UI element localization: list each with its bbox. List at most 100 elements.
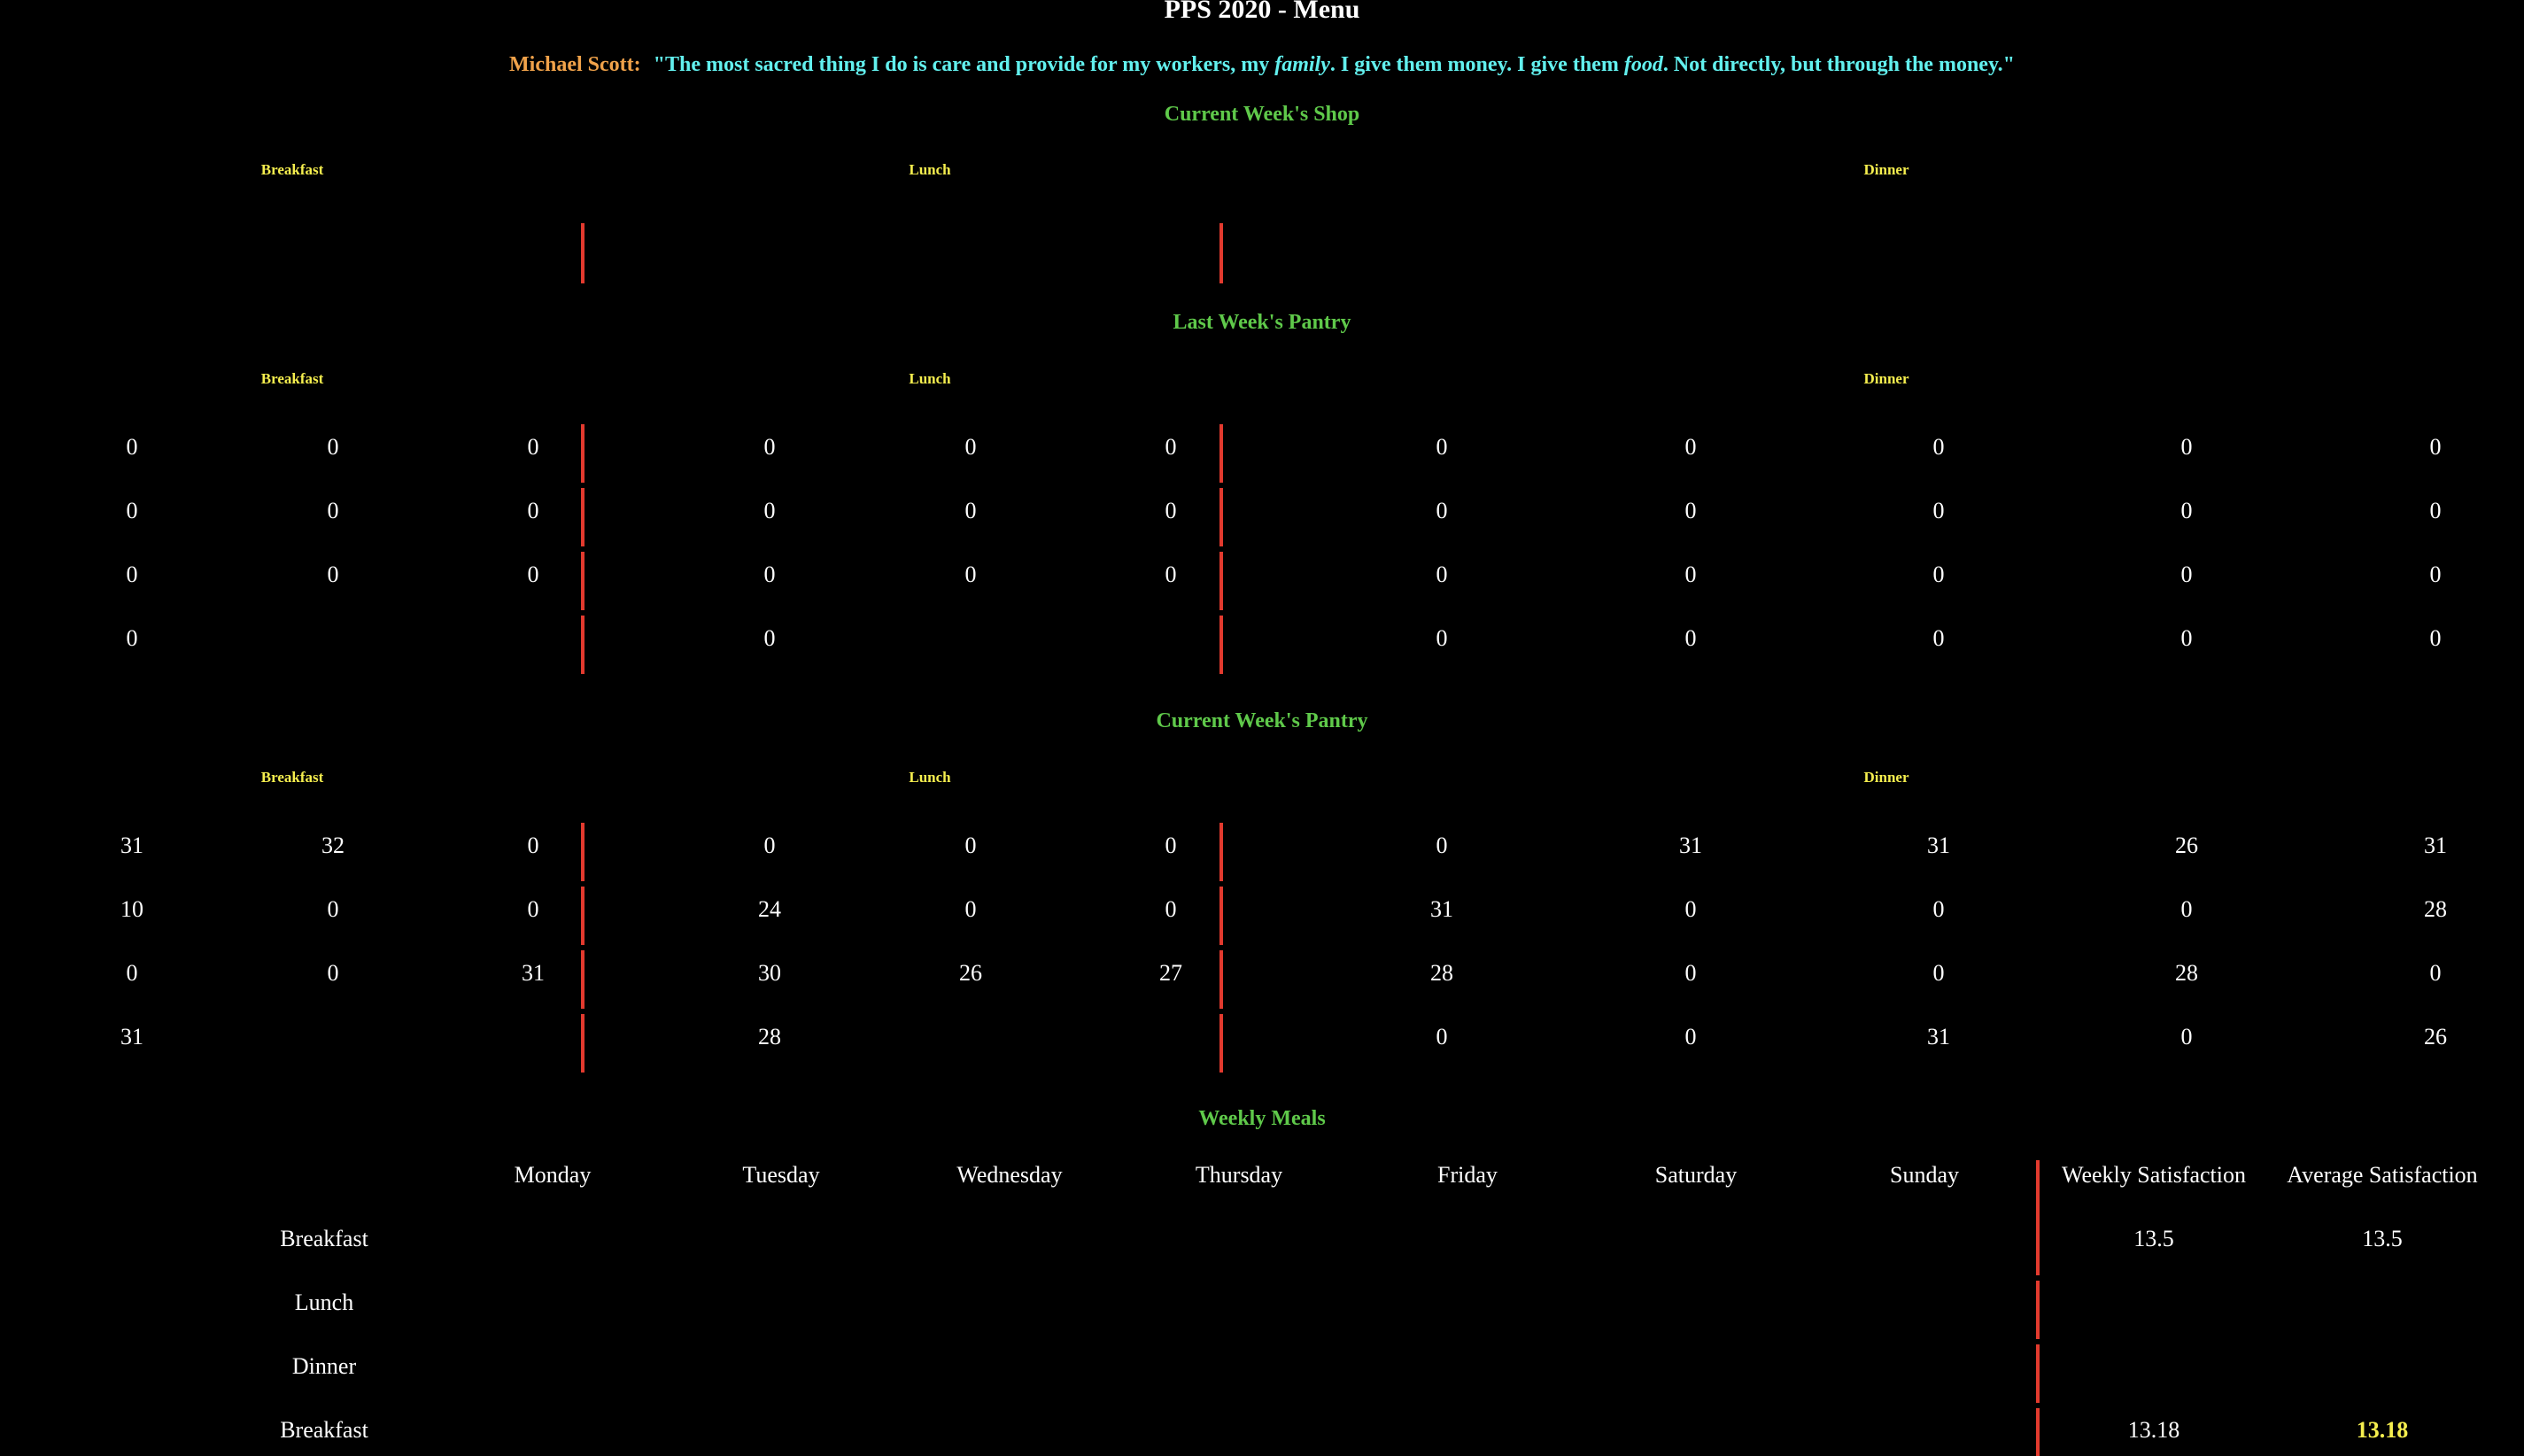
last_pantry-dinner-cell: 0 [1932,625,1945,651]
weekly-meals-divider [2036,1344,2040,1403]
current_pantry-divider [1219,887,1223,945]
day-header: Saturday [1654,1162,1738,1188]
weekly-satisfaction-value: 13.5 [2133,1226,2174,1251]
page-title: PPS 2020 - Menu [1164,0,1360,24]
current-shop-dinner-label: Dinner [1863,161,1909,178]
current_pantry-lunch-cell: 0 [964,896,977,922]
last-pantry-breakfast-label: Breakfast [260,370,324,387]
last_pantry-lunch-cell: 0 [964,498,977,523]
current_pantry-dinner-cell: 31 [1927,1024,1950,1049]
last-pantry-title: Last Week's Pantry [1173,311,1351,334]
day-header: Friday [1437,1162,1498,1188]
quote: Michael Scott: "The most sacred thing I d… [0,53,2524,77]
current_pantry-divider [581,1014,585,1073]
current_pantry-dinner-cell: 28 [1430,960,1453,986]
last_pantry-divider [1219,488,1223,546]
last-pantry-lunch-label: Lunch [909,370,951,387]
day-header: Thursday [1195,1162,1283,1188]
quote-text-part-1: "The most sacred thing I do is care and … [653,53,1275,76]
current_pantry-dinner-cell: 0 [2180,896,2193,922]
meal-row-label: Breakfast [280,1226,368,1251]
last_pantry-breakfast-cell: 0 [527,434,539,460]
current_pantry-lunch-cell: 30 [758,960,781,986]
current_pantry-lunch-cell: 0 [964,833,977,858]
current_pantry-dinner-cell: 0 [1436,1024,1448,1049]
meal-row-label: Lunch [294,1289,354,1315]
weekly-meals-divider [2036,1408,2040,1456]
current-shop-breakfast-label: Breakfast [260,161,324,178]
current_pantry-dinner-cell: 31 [1927,833,1950,858]
quote-text-part-3: . Not directly, but through the money." [1662,53,2015,76]
last_pantry-dinner-cell: 0 [1684,625,1697,651]
last_pantry-breakfast-cell: 0 [527,561,539,587]
current_pantry-dinner-cell: 0 [2180,1024,2193,1049]
last_pantry-divider [581,488,585,546]
quote-emphasis-family: family [1274,53,1330,76]
day-header: Tuesday [742,1162,820,1188]
weekly-meals-divider [2036,1160,2040,1219]
current_pantry-dinner-cell: 26 [2175,833,2198,858]
current_pantry-lunch-cell: 28 [758,1024,781,1049]
quote-author: Michael Scott: [509,53,641,76]
last_pantry-dinner-cell: 0 [1436,561,1448,587]
current_pantry-divider [1219,950,1223,1009]
last_pantry-breakfast-cell: 0 [126,498,138,523]
current_pantry-dinner-cell: 0 [1932,896,1945,922]
weekly-satisfaction-header: Weekly Satisfaction [2061,1162,2247,1188]
average-satisfaction-value: 13.18 [2356,1417,2409,1443]
current_pantry-breakfast-cell: 0 [327,896,339,922]
day-header: Wednesday [956,1162,1063,1188]
day-header: Sunday [1890,1162,1959,1188]
current_pantry-breakfast-cell: 31 [120,833,143,858]
current_pantry-divider [1219,1014,1223,1073]
last_pantry-dinner-cell: 0 [2180,625,2193,651]
last_pantry-dinner-cell: 0 [1932,434,1945,460]
last_pantry-breakfast-cell: 0 [527,498,539,523]
current_pantry-lunch-cell: 26 [959,960,982,986]
weekly-meals-divider [2036,1281,2040,1339]
last_pantry-dinner-cell: 0 [1684,561,1697,587]
last_pantry-dinner-cell: 0 [1932,498,1945,523]
current_pantry-dinner-cell: 26 [2424,1024,2447,1049]
last_pantry-dinner-cell: 0 [2429,498,2442,523]
current_pantry-breakfast-cell: 31 [120,1024,143,1049]
current_pantry-divider [581,887,585,945]
last-pantry-dinner-label: Dinner [1863,370,1909,387]
last_pantry-dinner-cell: 0 [2429,561,2442,587]
current_pantry-lunch-cell: 0 [1165,896,1177,922]
quote-text-part-2: . I give them money. I give them [1329,53,1624,76]
last_pantry-lunch-cell: 0 [763,434,776,460]
last_pantry-lunch-cell: 0 [964,434,977,460]
current_pantry-dinner-cell: 31 [1679,833,1702,858]
last_pantry-lunch-cell: 0 [763,561,776,587]
last_pantry-breakfast-cell: 0 [126,561,138,587]
quote-emphasis-food: food [1623,53,1663,76]
current-shop-divider-1 [581,223,585,283]
current_pantry-breakfast-cell: 0 [527,896,539,922]
last_pantry-lunch-cell: 0 [1165,498,1177,523]
current_pantry-dinner-cell: 0 [1932,960,1945,986]
current_pantry-dinner-cell: 31 [1430,896,1453,922]
current_pantry-lunch-cell: 24 [758,896,781,922]
current_pantry-lunch-cell: 0 [763,833,776,858]
weekly-satisfaction-value: 13.18 [2127,1417,2180,1443]
average-satisfaction-header: Average Satisfaction [2287,1162,2478,1188]
last_pantry-dinner-cell: 0 [2180,498,2193,523]
current_pantry-divider [581,950,585,1009]
current_pantry-dinner-cell: 28 [2424,896,2447,922]
current_pantry-divider [581,823,585,881]
current_pantry-divider [1219,823,1223,881]
current_pantry-dinner-cell: 0 [1436,833,1448,858]
last_pantry-dinner-cell: 0 [2180,434,2193,460]
current_pantry-dinner-cell: 0 [1684,1024,1697,1049]
last_pantry-dinner-cell: 0 [1684,498,1697,523]
quote-text: "The most sacred thing I do is care and … [654,53,2015,76]
current_pantry-dinner-cell: 0 [1684,960,1697,986]
current_pantry-dinner-cell: 0 [1684,896,1697,922]
last_pantry-lunch-cell: 0 [1165,561,1177,587]
current_pantry-dinner-cell: 31 [2424,833,2447,858]
weekly-meals-title: Weekly Meals [1198,1107,1326,1130]
last_pantry-dinner-cell: 0 [2429,625,2442,651]
last_pantry-breakfast-cell: 0 [126,434,138,460]
